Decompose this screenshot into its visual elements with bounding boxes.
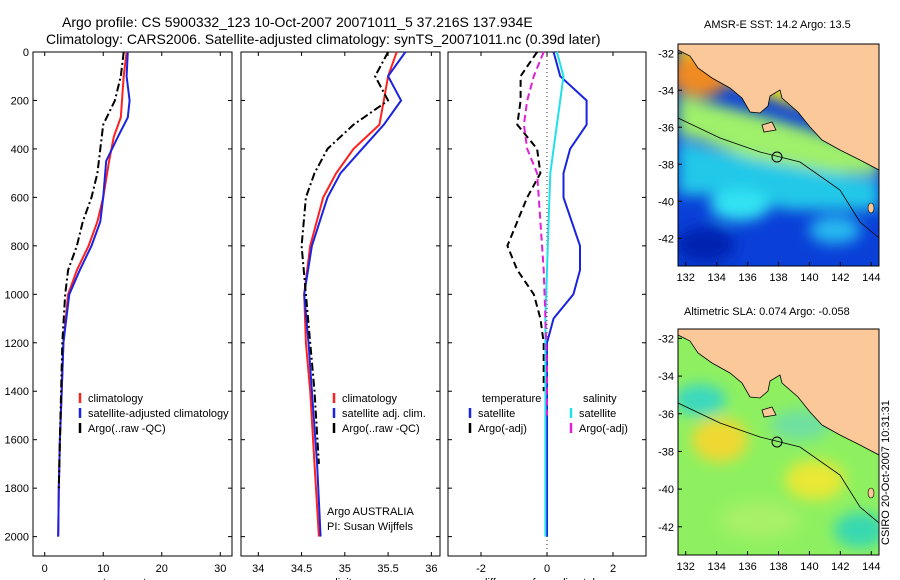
xtick-label: 0 (544, 563, 550, 575)
xtick-label: 34 (252, 563, 264, 575)
legend-label: satellite (478, 408, 515, 420)
xtick-label: 134 (707, 561, 725, 573)
legend-label: Argo(..raw -QC) (88, 423, 166, 435)
xtick-label: 138 (769, 561, 787, 573)
series-temperature-satellite (546, 51, 588, 537)
annotation-line: Argo AUSTRALIA (327, 506, 414, 518)
legend-label: climatology (88, 393, 144, 405)
ytick-label: -34 (658, 85, 674, 97)
panel-difference: -2 0 2 difference from climatology temperatu… (447, 51, 647, 580)
xtick-label: 144 (862, 272, 880, 284)
panel-temperature: 0 200 400 600 800 1000 1200 1400 1600 1800 2000 0 10… (5, 47, 233, 580)
ytick-label: 1000 (5, 289, 29, 301)
xtick-label: 35 (339, 563, 351, 575)
ytick-label: 200 (11, 95, 29, 107)
ytick-label: 1600 (5, 435, 29, 447)
legend-label: Argo(-adj) (478, 423, 527, 435)
legend-label: temperature (482, 393, 541, 405)
legend-label: climatology (342, 393, 398, 405)
ytick-label: 600 (11, 192, 29, 204)
figure-title-line2: Climatology: CARS2006. Satellite-adjuste… (46, 31, 601, 47)
xtick-label: 142 (831, 272, 849, 284)
xtick-label: 10 (97, 563, 109, 575)
xtick-label: 134 (707, 272, 725, 284)
axes-frame-salinity (240, 51, 441, 557)
legend-label: salinity (583, 393, 617, 405)
series-salinity-argo-adj- (522, 51, 548, 416)
series-satellite-adj-clim- (303, 51, 407, 537)
ytick-label: -38 (658, 159, 674, 171)
ytick-label: 400 (11, 144, 29, 156)
legend-label: satellite adj. clim. (342, 408, 426, 420)
xtick-label: 34.5 (291, 563, 312, 575)
sst-map (678, 44, 879, 266)
xtick-label: 20 (156, 563, 168, 575)
series-salinity-satellite (544, 51, 565, 537)
ytick-label: 0 (23, 47, 29, 59)
ytick-label: 2000 (5, 532, 29, 544)
ytick-label: -36 (658, 409, 674, 421)
legend-label: satellite-adjusted climatology (88, 408, 229, 420)
xtick-label: 136 (738, 272, 756, 284)
ytick-label: -34 (658, 371, 674, 383)
panel-salinity: 34 34.5 35 35.5 36 salinity climatology satelli… (240, 51, 441, 580)
xtick-label: 36 (425, 563, 437, 575)
ytick-label: -36 (658, 122, 674, 134)
xtick-label: 140 (800, 272, 818, 284)
legend-label: satellite (579, 408, 616, 420)
xtick-label: 132 (677, 272, 695, 284)
xtick-label: 35.5 (377, 563, 398, 575)
xtick-label: 136 (738, 561, 756, 573)
axes-frame-temperature (32, 51, 233, 557)
sla-map (678, 329, 879, 555)
legend-label: Argo(-adj) (579, 423, 628, 435)
xlabel-salinity: salinity (324, 577, 358, 580)
sst-map-title: AMSR-E SST: 14.2 Argo: 13.5 (704, 19, 851, 31)
series-argo-raw-qc- (300, 51, 390, 464)
annotation-line: PI: Susan Wijffels (327, 521, 413, 533)
series-climatology (303, 51, 398, 537)
ytick-label: -40 (658, 484, 674, 496)
axes-sst-map: 132 134 136 138 140 142 144 -32 -34 -36 -38 -40 -42 (658, 43, 880, 284)
xtick-label: 144 (862, 561, 880, 573)
ytick-label: 1400 (5, 386, 29, 398)
xtick-label: 142 (831, 561, 849, 573)
ytick-label: -40 (658, 196, 674, 208)
ytick-label: -38 (658, 446, 674, 458)
xtick-label: 140 (800, 561, 818, 573)
xtick-label: 138 (769, 272, 787, 284)
legend-label: Argo(..raw -QC) (342, 423, 420, 435)
figure-title-line1: Argo profile: CS 5900332_123 10-Oct-2007… (62, 14, 533, 30)
xlabel-difference: difference from climatology (481, 577, 613, 580)
axes-sla-map: 132 134 136 138 140 142 144 -32 -34 -36 -38 -40 -42 (658, 328, 880, 573)
series-argo-raw-qc- (57, 51, 125, 489)
ytick-label: -32 (658, 48, 674, 60)
xtick-label: 2 (610, 563, 616, 575)
sla-map-title: Altimetric SLA: 0.074 Argo: -0.058 (684, 306, 850, 318)
xtick-label: 0 (42, 563, 48, 575)
ytick-label: 1200 (5, 338, 29, 350)
xtick-label: 30 (214, 563, 226, 575)
ytick-label: 1800 (5, 483, 29, 495)
xtick-label: 132 (677, 561, 695, 573)
xtick-label: -2 (476, 563, 486, 575)
xlabel-temperature: temperature (103, 577, 162, 580)
ytick-label: -42 (658, 522, 674, 534)
ytick-label: -42 (658, 233, 674, 245)
ytick-label: 800 (11, 241, 29, 253)
ytick-label: -32 (658, 333, 674, 345)
